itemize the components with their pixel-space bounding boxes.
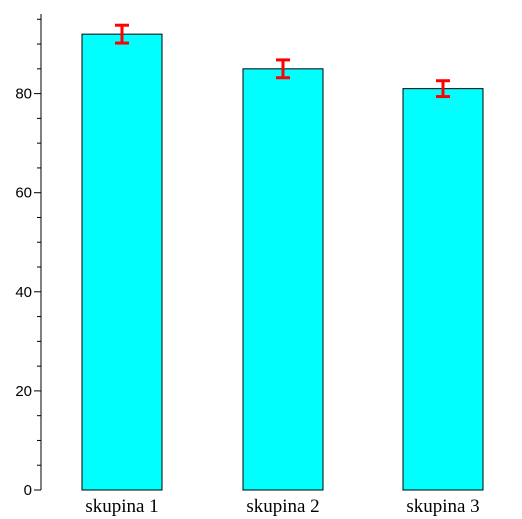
bars-group	[81, 33, 484, 491]
x-tick-label-3: skupina 3	[406, 496, 479, 517]
x-tick-label-2: skupina 2	[246, 496, 319, 517]
error-bars-group	[115, 23, 450, 99]
y-tick-label: 80	[15, 86, 32, 103]
x-tick-label-1: skupina 1	[85, 496, 158, 517]
error-bar-3	[436, 79, 450, 99]
y-ticks: 0 20 40 60 80	[15, 18, 41, 499]
bar-3	[402, 88, 484, 491]
y-tick-label: 0	[24, 482, 32, 499]
x-axis-labels: skupina 1 skupina 2 skupina 3	[85, 496, 479, 517]
y-axis: 0 20 40 60 80	[15, 14, 42, 499]
error-bar-1	[115, 23, 129, 45]
error-bar-2	[276, 58, 290, 80]
y-tick-label: 40	[15, 284, 32, 301]
y-tick-label: 20	[15, 383, 32, 400]
y-tick-label: 60	[15, 185, 32, 202]
bar-1	[81, 33, 163, 491]
bar-2	[242, 68, 324, 491]
